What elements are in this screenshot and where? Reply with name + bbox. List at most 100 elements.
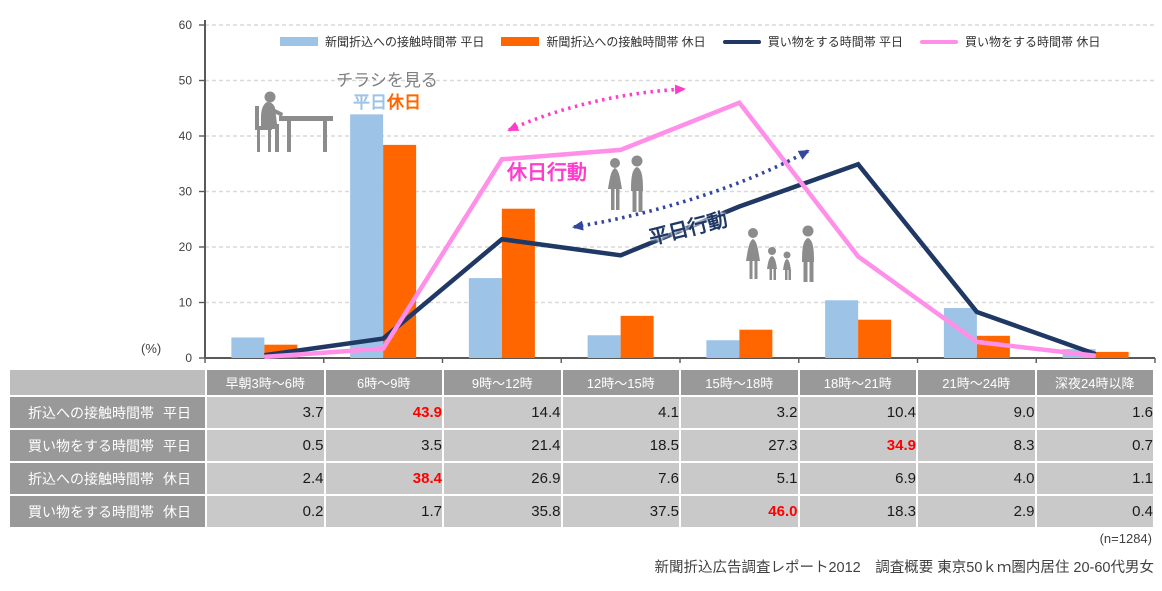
weekday-shift-arrow (572, 149, 810, 231)
table-value: 0.4 (1036, 496, 1153, 527)
table-value: 5.1 (681, 463, 798, 494)
legend-item-1: 新聞折込への接触時間帯 休日 (501, 33, 706, 50)
legend-label: 新聞折込への接触時間帯 平日 (325, 35, 485, 49)
bar (468, 278, 502, 358)
bar (1095, 351, 1129, 358)
row-label: 買い物をする時間帯 (28, 503, 154, 520)
bar (825, 300, 859, 358)
table-value: 0.2 (207, 496, 324, 527)
table-row: 買い物をする時間帯 平日 0.5 3.5 21.4 18.5 27.3 34.9 8.3 0.7 (10, 430, 1153, 461)
table-value: 6.9 (799, 463, 916, 494)
table-row: 折込への接触時間帯 休日 2.4 38.4 26.9 7.6 5.1 6.9 4.0 1.1 (10, 463, 1153, 494)
table-column-header: 18時～21時 (799, 370, 916, 395)
reading-person-icon (255, 91, 333, 152)
table-value-highlight: 34.9 (799, 430, 916, 461)
row-header: 折込への接触時間帯 平日 (10, 397, 205, 428)
table-value: 9.0 (918, 397, 1035, 428)
legend-label: 買い物をする時間帯 休日 (965, 35, 1101, 49)
table-corner-cell (10, 370, 205, 395)
sample-size-note: (n=1284) (1099, 531, 1152, 546)
table-column-header: 早朝3時～6時 (207, 370, 324, 395)
bar (739, 329, 773, 358)
table-value: 18.5 (562, 430, 679, 461)
table-value: 3.7 (207, 397, 324, 428)
row-label: 折込への接触時間帯 (28, 404, 154, 421)
table-value: 0.5 (207, 430, 324, 461)
table-column-header: 6時～9時 (325, 370, 442, 395)
row-day-label: 平日 (163, 437, 191, 454)
flyer-annotation-days: 平日休日 (328, 88, 446, 113)
y-tick-label: 40 (179, 129, 193, 143)
y-tick-label: 60 (179, 18, 193, 32)
legend-item-2: 買い物をする時間帯 平日 (722, 33, 904, 50)
table-value: 1.7 (325, 496, 442, 527)
table-value: 27.3 (681, 430, 798, 461)
bar (587, 335, 621, 358)
flyer-weekday-label: 平日 (353, 93, 387, 112)
legend-label: 新聞折込への接触時間帯 休日 (546, 35, 706, 49)
table-value: 8.3 (918, 430, 1035, 461)
bar (501, 208, 535, 358)
bar (706, 340, 740, 358)
table-value: 14.4 (444, 397, 561, 428)
table-value-highlight: 38.4 (325, 463, 442, 494)
row-header: 買い物をする時間帯 平日 (10, 430, 205, 461)
table-value: 10.4 (799, 397, 916, 428)
table-column-header: 深夜24時以降 (1036, 370, 1153, 395)
flyer-holiday-label: 休日 (387, 93, 421, 112)
y-tick-label: 50 (179, 74, 193, 88)
table-value: 1.1 (1036, 463, 1153, 494)
bar (858, 319, 892, 358)
legend-label: 買い物をする時間帯 平日 (767, 35, 904, 49)
family-icon (746, 225, 814, 282)
table-value: 3.5 (325, 430, 442, 461)
bars-contact-weekday (231, 114, 1096, 358)
table-value: 1.6 (1036, 397, 1153, 428)
table-column-header: 21時～24時 (918, 370, 1035, 395)
bars-contact-holiday (264, 144, 1129, 358)
row-label: 折込への接触時間帯 (28, 470, 154, 487)
table-value-highlight: 46.0 (681, 496, 798, 527)
table-row: 折込への接触時間帯 平日 3.7 43.9 14.4 4.1 3.2 10.4 9.0 1.6 (10, 397, 1153, 428)
legend-item-3: 買い物をする時間帯 休日 (920, 33, 1100, 50)
table-value: 3.2 (681, 397, 798, 428)
table-value: 2.4 (207, 463, 324, 494)
row-label: 買い物をする時間帯 (28, 437, 154, 454)
table-value: 18.3 (799, 496, 916, 527)
table-value: 26.9 (444, 463, 561, 494)
table-row: 買い物をする時間帯 休日 0.2 1.7 35.8 37.5 46.0 18.3 2.9 0.4 (10, 496, 1153, 527)
row-day-label: 平日 (163, 404, 191, 421)
row-header: 買い物をする時間帯 休日 (10, 496, 205, 527)
bar (350, 114, 384, 358)
bar (943, 308, 977, 358)
table-value-highlight: 43.9 (325, 397, 442, 428)
y-tick-label: 30 (179, 185, 193, 199)
flyer-annotation-title: チラシを見る (336, 71, 438, 90)
overlay-layer (255, 84, 814, 282)
row-day-label: 休日 (163, 470, 191, 487)
row-header: 折込への接触時間帯 休日 (10, 463, 205, 494)
row-day-label: 休日 (163, 503, 191, 520)
bar (620, 315, 654, 358)
source-note: 新聞折込広告調査レポート2012 調査概要 東京50ｋｍ圏内居住 20-60代男… (654, 560, 1154, 576)
table-value: 7.6 (562, 463, 679, 494)
holiday-shift-arrow (507, 84, 686, 132)
table-value: 35.8 (444, 496, 561, 527)
y-axis-unit-label: (%) (141, 341, 162, 356)
holiday-action-label: 休日行動 (507, 162, 587, 184)
table-column-header: 15時～18時 (681, 370, 798, 395)
y-tick-label: 20 (179, 240, 193, 254)
table-value: 4.1 (562, 397, 679, 428)
table-value: 4.0 (918, 463, 1035, 494)
bar (231, 337, 265, 358)
table-column-header: 9時～12時 (444, 370, 561, 395)
table-value: 37.5 (562, 496, 679, 527)
couple-walking-icon (608, 155, 643, 212)
plot-layer: 0 10 20 30 40 50 60 (179, 18, 1156, 365)
legend-line-swatch (722, 39, 761, 44)
table-value: 2.9 (918, 496, 1035, 527)
legend-bar-swatch (501, 37, 540, 46)
chart-legend: 新聞折込への接触時間帯 平日 新聞折込への接触時間帯 休日 買い物をする時間帯 平日… (280, 33, 1100, 50)
table-column-header: 12時～15時 (562, 370, 679, 395)
